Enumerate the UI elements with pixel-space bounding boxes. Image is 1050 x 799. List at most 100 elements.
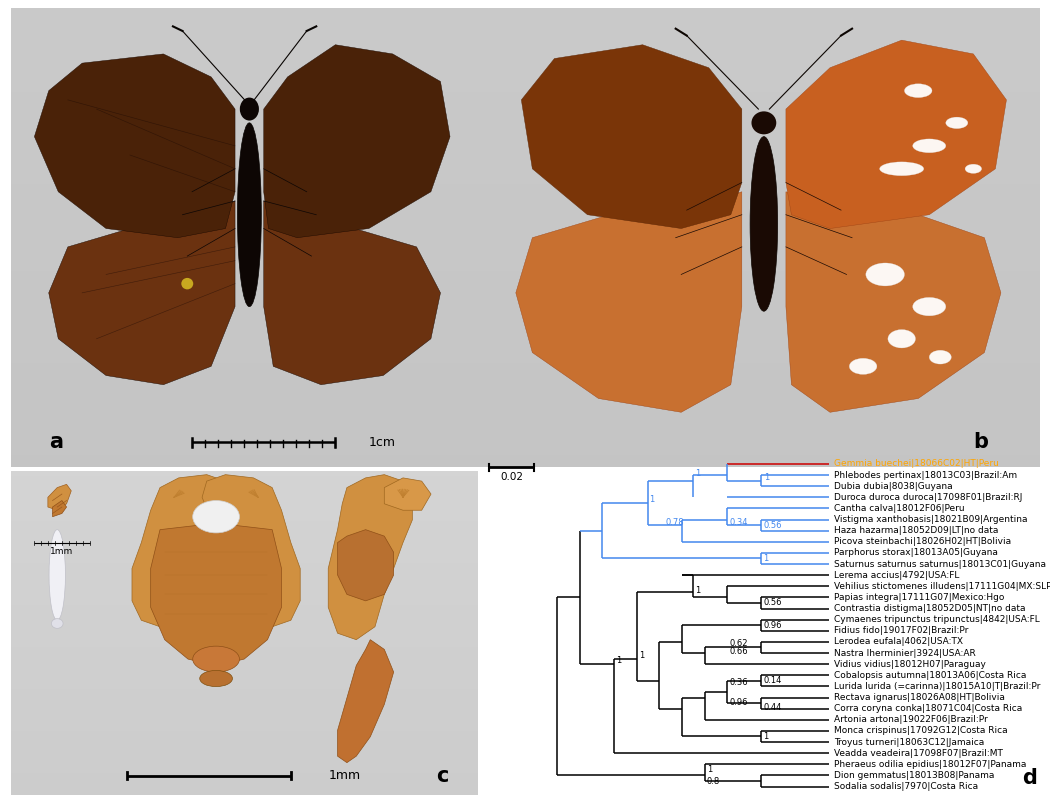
Bar bbox=[10, 58, 488, 63]
Bar bbox=[10, 672, 478, 675]
Bar bbox=[488, 238, 1040, 242]
Polygon shape bbox=[338, 640, 394, 762]
Bar bbox=[10, 422, 488, 426]
Bar bbox=[10, 118, 488, 123]
Bar bbox=[10, 220, 488, 224]
Bar bbox=[10, 582, 478, 585]
Bar bbox=[488, 385, 1040, 389]
Bar bbox=[488, 454, 1040, 459]
Text: Pheraeus odilia epidius|18012F07|Panama: Pheraeus odilia epidius|18012F07|Panama bbox=[834, 760, 1026, 769]
Ellipse shape bbox=[880, 162, 924, 176]
Text: 0.62: 0.62 bbox=[730, 638, 748, 648]
Bar bbox=[10, 362, 488, 366]
Bar bbox=[10, 471, 478, 475]
Ellipse shape bbox=[912, 297, 946, 316]
Text: 1: 1 bbox=[695, 586, 700, 594]
Bar bbox=[10, 407, 488, 412]
Ellipse shape bbox=[49, 530, 65, 620]
Text: Vistigma xanthobasis|18021B09|Argentina: Vistigma xanthobasis|18021B09|Argentina bbox=[834, 515, 1027, 524]
Bar bbox=[10, 549, 478, 552]
Text: Cantha calva|18012F06|Peru: Cantha calva|18012F06|Peru bbox=[834, 504, 965, 513]
Bar bbox=[488, 150, 1040, 155]
Bar bbox=[10, 173, 488, 178]
Bar bbox=[10, 517, 478, 520]
Bar bbox=[10, 753, 478, 756]
Bar bbox=[10, 572, 478, 575]
Bar bbox=[10, 86, 488, 91]
Bar bbox=[10, 511, 478, 514]
Bar bbox=[10, 431, 488, 435]
Bar bbox=[10, 247, 488, 252]
Bar bbox=[10, 617, 478, 620]
Bar bbox=[10, 192, 488, 197]
Bar bbox=[10, 77, 488, 81]
Ellipse shape bbox=[237, 123, 261, 307]
Bar bbox=[10, 630, 478, 633]
Bar bbox=[10, 669, 478, 672]
Bar bbox=[488, 128, 1040, 132]
Bar bbox=[10, 417, 488, 422]
Bar bbox=[488, 407, 1040, 412]
Bar bbox=[10, 487, 478, 491]
Bar bbox=[10, 646, 478, 650]
Bar bbox=[10, 575, 478, 578]
Bar bbox=[10, 588, 478, 591]
Text: 1: 1 bbox=[707, 765, 712, 773]
Bar bbox=[10, 260, 488, 265]
Bar bbox=[488, 431, 1040, 435]
Bar bbox=[10, 334, 488, 339]
Bar bbox=[10, 733, 478, 737]
Bar bbox=[488, 352, 1040, 357]
Ellipse shape bbox=[866, 263, 904, 286]
Bar bbox=[10, 782, 478, 785]
Bar bbox=[488, 459, 1040, 463]
Bar bbox=[10, 13, 488, 17]
Ellipse shape bbox=[912, 139, 946, 153]
Bar bbox=[488, 293, 1040, 297]
Bar bbox=[10, 197, 488, 201]
Bar bbox=[488, 155, 1040, 160]
Text: Haza hazarma|18052D09|LT|no data: Haza hazarma|18052D09|LT|no data bbox=[834, 527, 999, 535]
Bar bbox=[488, 426, 1040, 431]
Bar bbox=[488, 334, 1040, 339]
Bar bbox=[488, 229, 1040, 233]
Text: Gemmia buechei|18066C02|HT|Peru: Gemmia buechei|18066C02|HT|Peru bbox=[834, 459, 999, 468]
Bar bbox=[488, 35, 1040, 40]
Ellipse shape bbox=[849, 358, 877, 375]
Bar bbox=[10, 371, 488, 376]
Bar bbox=[10, 412, 488, 417]
Bar bbox=[10, 694, 478, 698]
Text: Vidius vidius|18012H07|Paraguay: Vidius vidius|18012H07|Paraguay bbox=[834, 660, 986, 669]
Ellipse shape bbox=[200, 670, 232, 686]
Bar bbox=[10, 698, 478, 702]
Bar bbox=[10, 659, 478, 662]
Bar bbox=[488, 31, 1040, 35]
Bar bbox=[488, 145, 1040, 150]
Bar bbox=[10, 789, 478, 792]
Text: 0.56: 0.56 bbox=[763, 598, 782, 607]
Text: 1: 1 bbox=[763, 732, 769, 741]
Bar bbox=[10, 610, 478, 614]
Bar bbox=[10, 773, 478, 776]
Bar bbox=[488, 439, 1040, 444]
Bar bbox=[10, 562, 478, 565]
Text: 1cm: 1cm bbox=[369, 435, 396, 449]
Bar bbox=[10, 376, 488, 380]
Bar bbox=[10, 650, 478, 653]
Bar bbox=[488, 344, 1040, 348]
Text: Lerema accius|4792|USA:FL: Lerema accius|4792|USA:FL bbox=[834, 570, 960, 579]
Bar bbox=[10, 718, 478, 721]
Bar bbox=[488, 329, 1040, 334]
Bar bbox=[488, 357, 1040, 362]
Bar bbox=[10, 137, 488, 141]
Bar bbox=[10, 749, 478, 753]
Bar bbox=[10, 762, 478, 766]
Bar bbox=[10, 215, 488, 219]
Text: 1: 1 bbox=[616, 656, 622, 666]
Bar bbox=[10, 352, 488, 357]
Text: Lurida lurida (=carinna)|18015A10|T|Brazil:Pr: Lurida lurida (=carinna)|18015A10|T|Braz… bbox=[834, 682, 1041, 691]
Bar bbox=[488, 58, 1040, 63]
Bar bbox=[10, 293, 488, 297]
Bar bbox=[10, 380, 488, 385]
Bar bbox=[10, 50, 488, 54]
